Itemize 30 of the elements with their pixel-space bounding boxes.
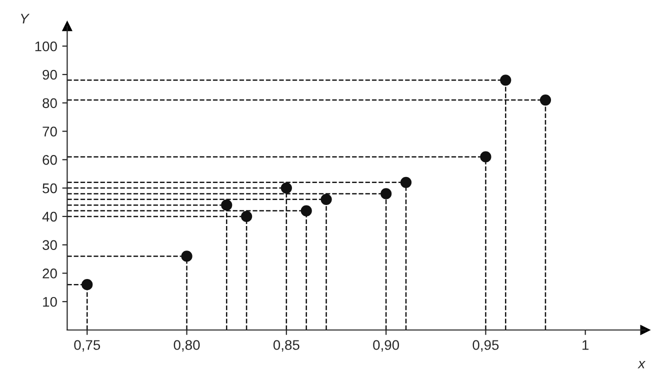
y-tick-label: 30 [42, 240, 57, 250]
point [300, 205, 312, 216]
point [540, 94, 552, 106]
x-tick-label: 0,85 [273, 340, 300, 352]
point [221, 200, 232, 211]
y-tick-label: 70 [42, 126, 57, 136]
y-tick-label: 90 [42, 70, 57, 80]
point [240, 210, 252, 222]
x-tick-label: 1 [582, 340, 589, 350]
y-tick-label: 80 [42, 98, 57, 108]
point [82, 279, 93, 290]
y-tick-label: 50 [42, 183, 57, 194]
y-tick-label: 10 [43, 296, 57, 307]
point [500, 74, 512, 86]
y-tick-label: 100 [35, 41, 57, 52]
y-tick-label: 20 [42, 268, 57, 278]
x-axis-title: x [638, 360, 646, 368]
x-tick-label: 0,90 [373, 340, 400, 352]
point [181, 250, 192, 262]
point [480, 151, 492, 162]
point [320, 194, 332, 205]
y-tick-label: 40 [42, 212, 57, 222]
x-tick-label: 0,80 [174, 340, 200, 352]
y-tick-label: 60 [42, 155, 57, 165]
x-tick-label: 0,75 [74, 340, 100, 352]
point [280, 182, 292, 194]
point [380, 188, 392, 200]
y-axis-title: Y [20, 14, 30, 24]
point [400, 176, 412, 188]
x-tick-label: 0,95 [472, 340, 499, 352]
